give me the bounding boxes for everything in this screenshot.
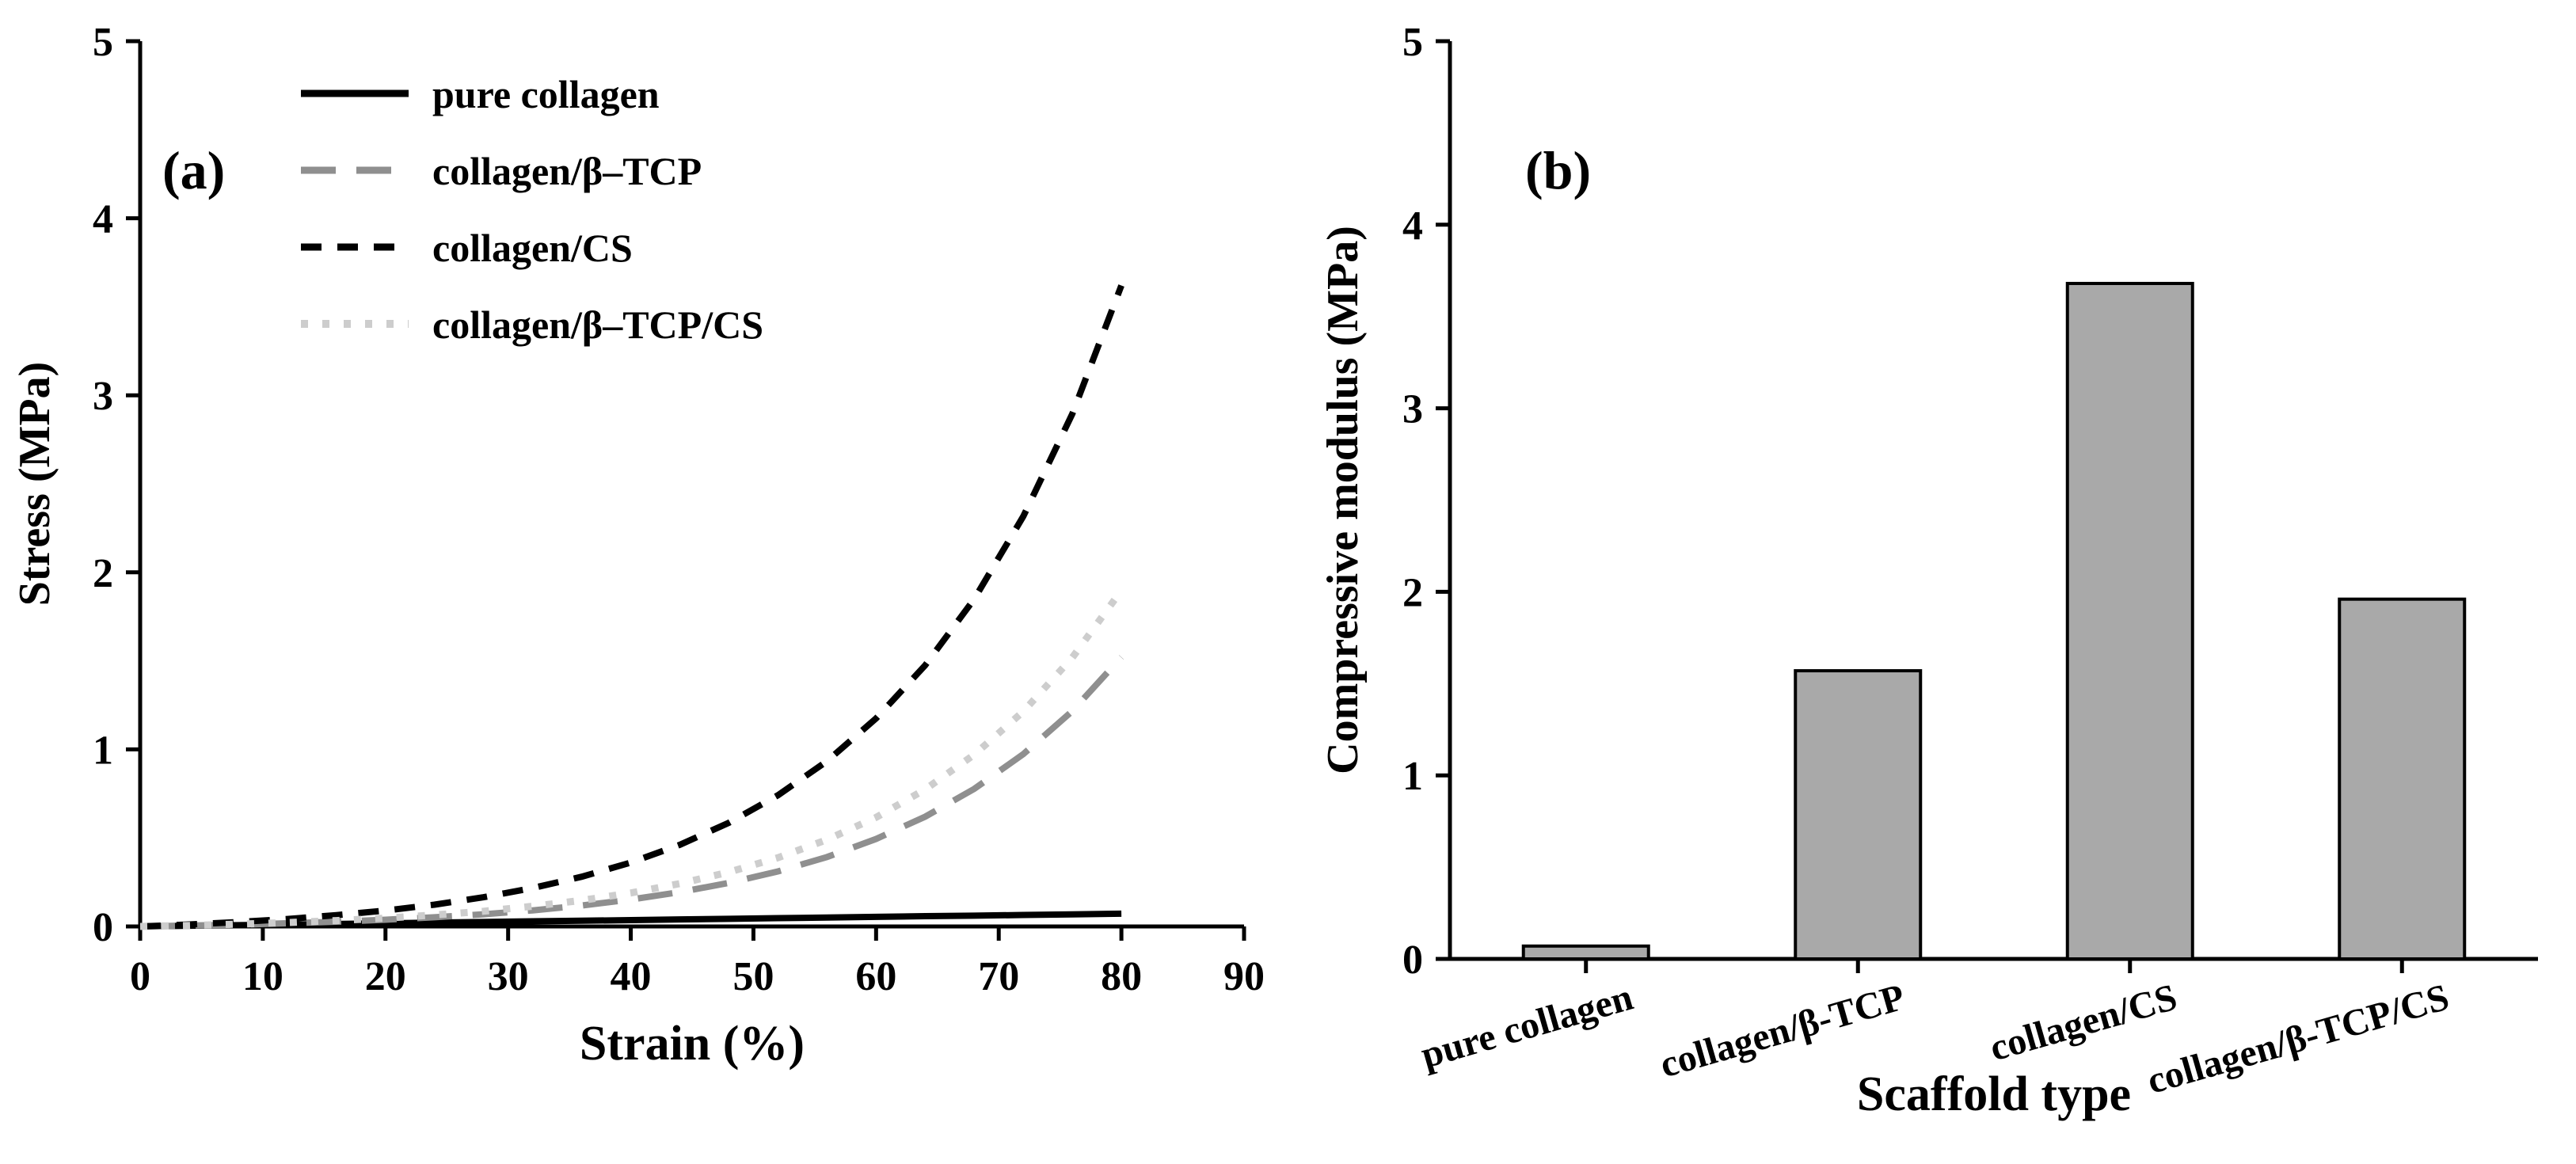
series-line-1 xyxy=(139,910,1122,930)
y-tick-label: 3 xyxy=(93,374,113,419)
x-category-label-3: collagen/CS xyxy=(1985,976,2182,1070)
x-tick-label: 10 xyxy=(242,954,283,999)
x-category-label-4: collagen/β-TCP/CS xyxy=(2143,976,2454,1102)
x-tick-label: 70 xyxy=(978,954,1019,999)
legend-label-1: pure collagen xyxy=(432,72,660,116)
x-axis-title: Scaffold type xyxy=(1857,1067,2131,1121)
series-line-4 xyxy=(139,588,1124,930)
bar-4 xyxy=(2338,597,2467,960)
x-tick-label: 30 xyxy=(488,954,529,999)
y-tick-label: 3 xyxy=(1402,387,1423,432)
x-axis-title: Strain (%) xyxy=(580,1017,805,1071)
x-tick-label: 50 xyxy=(732,954,774,999)
y-tick-label: 4 xyxy=(93,197,113,242)
y-tick-label: 0 xyxy=(1402,938,1423,983)
bar-3 xyxy=(2065,281,2194,960)
y-tick-label: 2 xyxy=(1402,570,1423,615)
x-tick-label: 60 xyxy=(855,954,896,999)
panel-label-a: (a) xyxy=(162,140,225,200)
y-axis-title: Compressive modulus (MPa) xyxy=(1318,226,1368,774)
y-axis-title: Stress (MPa) xyxy=(10,362,59,606)
legend-label-4: collagen/β–TCP/CS xyxy=(432,302,763,347)
stress-strain-line-chart: 0 10 20 30 40 50 60 70 80 90 0 1 2 3 4 5 Strain (%) Stres… xyxy=(10,20,1265,1071)
x-category-label-1: pure collagen xyxy=(1417,976,1638,1077)
y-tick-label: 5 xyxy=(1402,20,1423,65)
y-tick-label: 1 xyxy=(1402,754,1423,799)
y-tick-label: 1 xyxy=(93,728,113,773)
y-tick-label: 5 xyxy=(93,20,113,65)
panel-label-b: (b) xyxy=(1525,140,1591,200)
y-tick-label: 0 xyxy=(93,905,113,950)
y-tick-label: 2 xyxy=(93,551,113,596)
x-tick-label: 40 xyxy=(611,954,652,999)
legend-label-2: collagen/β–TCP xyxy=(432,149,702,193)
x-tick-label: 20 xyxy=(365,954,406,999)
bar-1 xyxy=(1521,944,1650,961)
y-tick-label: 4 xyxy=(1402,204,1423,249)
x-tick-label: 0 xyxy=(130,954,150,999)
x-tick-label: 80 xyxy=(1101,954,1142,999)
bar-2 xyxy=(1794,669,1923,960)
series-line-3 xyxy=(139,284,1124,930)
legend-label-3: collagen/CS xyxy=(432,226,633,270)
x-tick-label: 90 xyxy=(1223,954,1265,999)
series-line-2 xyxy=(139,655,1124,930)
